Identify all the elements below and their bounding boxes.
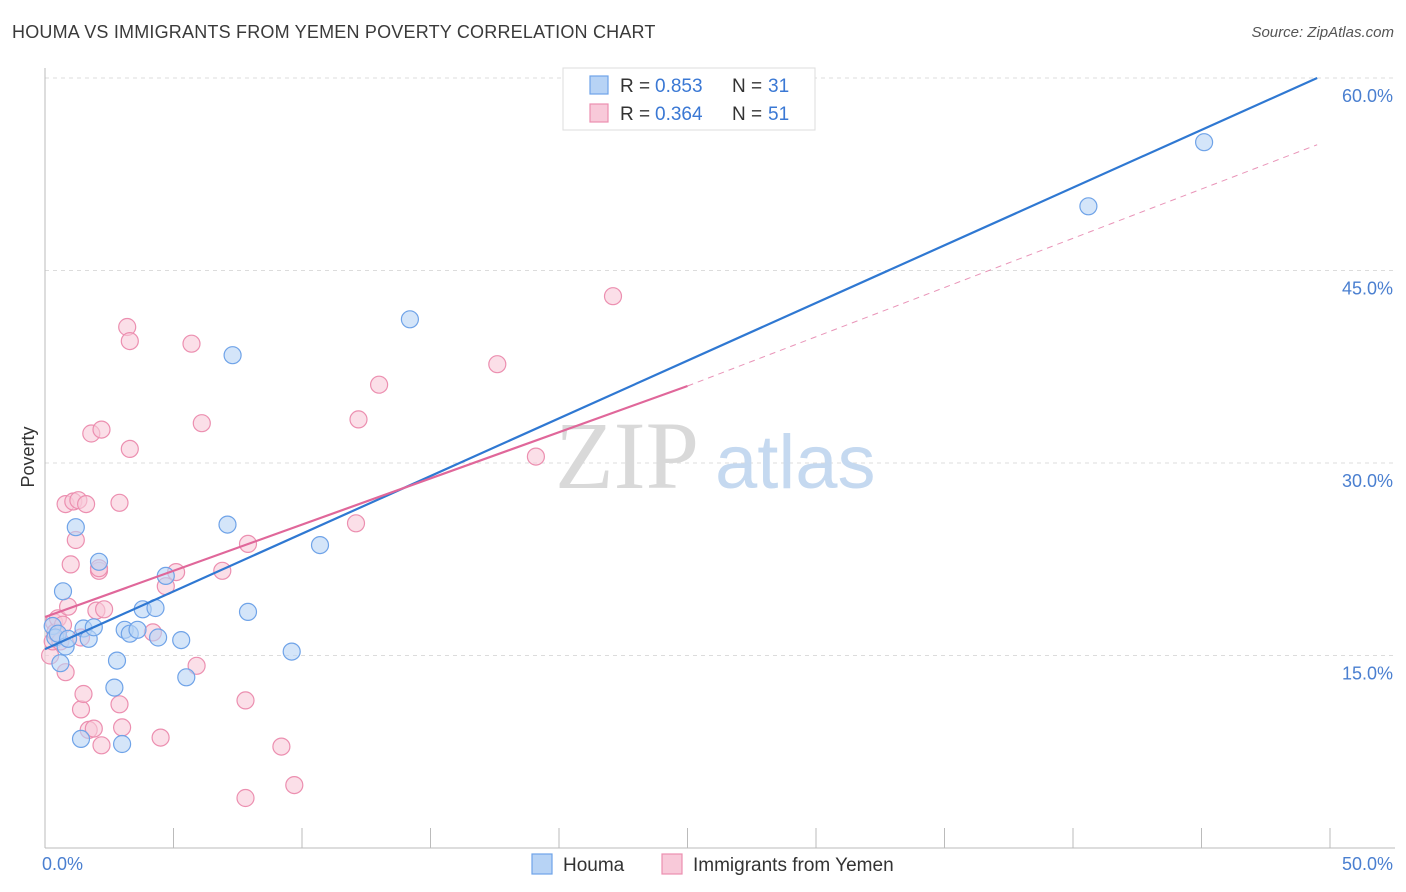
legend-r-value-yemen: 0.364 — [655, 104, 703, 125]
yemen-point-27 — [110, 493, 129, 512]
houma-point-27 — [238, 602, 258, 622]
legend-r-label-yemen: R = — [620, 104, 650, 125]
y-tick-label-3: 60.0% — [1342, 86, 1393, 106]
legend-n-value-houma: 31 — [768, 76, 789, 97]
yemen-point-48 — [370, 375, 389, 394]
yemen-point-17 — [76, 495, 96, 514]
yemen-point-47 — [349, 410, 368, 429]
yemen-point-39 — [192, 414, 211, 433]
yemen-point-40 — [213, 561, 232, 580]
yemen-point-42 — [236, 788, 255, 808]
houma-point-30 — [400, 310, 419, 329]
yemen-point-51 — [603, 287, 623, 306]
houma-point-25 — [218, 515, 237, 534]
yemen-point-10 — [61, 555, 80, 574]
yemen-point-41 — [236, 691, 255, 710]
legend-r-label-houma: R = — [620, 76, 650, 97]
yemen-point-32 — [120, 439, 139, 458]
series-legend: Houma Immigrants from Yemen — [531, 853, 894, 876]
legend-r-value-houma: 0.853 — [655, 76, 703, 97]
y-tick-label-0: 15.0% — [1342, 664, 1393, 684]
yemen-trend-extension — [687, 144, 1318, 387]
yemen-point-15 — [71, 700, 91, 719]
y-axis-title: Poverty — [18, 426, 38, 487]
gridlines — [45, 77, 1395, 656]
yemen-point-26 — [94, 600, 114, 619]
x-tick-label-1: 50.0% — [1342, 854, 1393, 874]
watermark-zip: ZIP — [555, 402, 699, 509]
houma-point-23 — [172, 630, 191, 650]
houma-point-13 — [105, 678, 124, 697]
yemen-point-50 — [526, 447, 546, 466]
yemen-point-37 — [182, 334, 201, 353]
legend-n-label-houma: N = — [732, 76, 762, 97]
yemen-trend-line — [44, 384, 688, 619]
series-legend-swatch-yemen — [661, 853, 683, 875]
y-tick-labels: 15.0% 30.0% 45.0% 60.0% — [1342, 86, 1393, 684]
watermark-atlas: atlas — [715, 420, 876, 505]
houma-point-21 — [149, 628, 168, 647]
yemen-point-38 — [187, 656, 206, 675]
x-tick-label-0: 0.0% — [42, 854, 83, 874]
houma-point-15 — [112, 734, 132, 754]
correlation-legend: R = 0.853 N = 31 R = 0.364 N = 51 — [562, 67, 816, 131]
yemen-point-25 — [92, 736, 111, 755]
y-tick-label-2: 45.0% — [1342, 279, 1393, 299]
yemen-point-29 — [112, 718, 132, 737]
yemen-point-28 — [110, 695, 129, 714]
yemen-point-24 — [92, 420, 111, 439]
yemen-point-16 — [74, 684, 93, 704]
houma-point-3 — [51, 654, 70, 673]
legend-n-value-yemen: 51 — [768, 104, 789, 125]
yemen-point-45 — [285, 775, 304, 795]
x-tick-labels: 0.0% 50.0% — [42, 854, 1393, 874]
axes — [44, 68, 1395, 849]
series-houma-points — [43, 133, 1214, 754]
series-yemen-points — [40, 287, 623, 808]
yemen-point-49 — [488, 355, 507, 374]
houma-point-14 — [107, 651, 127, 670]
houma-point-8 — [71, 729, 91, 749]
legend-swatch-houma — [589, 75, 609, 95]
yemen-point-46 — [346, 514, 366, 533]
houma-point-7 — [66, 518, 85, 537]
yemen-point-34 — [151, 728, 170, 747]
houma-point-18 — [128, 620, 147, 639]
houma-point-12 — [89, 552, 109, 571]
yemen-point-31 — [120, 332, 139, 351]
yemen-point-20 — [84, 719, 103, 738]
houma-point-32 — [1194, 133, 1214, 152]
houma-point-26 — [223, 346, 242, 365]
series-legend-label-houma: Houma — [563, 855, 625, 876]
houma-point-29 — [310, 535, 330, 555]
legend-n-label-yemen: N = — [732, 104, 762, 125]
yemen-point-44 — [272, 737, 291, 756]
houma-point-28 — [282, 642, 301, 661]
legend-swatch-yemen — [589, 103, 609, 123]
y-tick-label-1: 30.0% — [1342, 471, 1393, 491]
houma-point-4 — [53, 582, 73, 601]
chart-title: HOUMA VS IMMIGRANTS FROM YEMEN POVERTY C… — [12, 22, 656, 42]
houma-trend-line — [44, 76, 1318, 651]
houma-point-24 — [177, 668, 196, 687]
houma-point-31 — [1079, 197, 1098, 216]
series-legend-swatch-houma — [531, 853, 553, 875]
trend-lines — [44, 76, 1318, 651]
watermark: ZIP atlas — [555, 402, 876, 509]
source-label: Source: ZipAtlas.com — [1251, 24, 1394, 41]
series-legend-label-yemen: Immigrants from Yemen — [693, 855, 894, 876]
